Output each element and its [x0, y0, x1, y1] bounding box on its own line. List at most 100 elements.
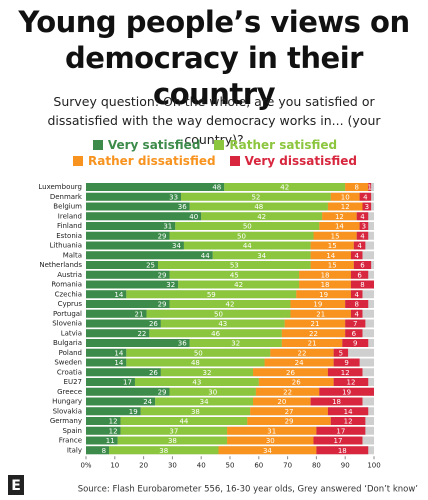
bar-segment — [319, 387, 374, 396]
bar-segment — [353, 241, 366, 250]
bar-segment — [327, 407, 369, 416]
bar-segment — [158, 261, 311, 269]
data-label: 15 — [328, 262, 337, 270]
data-label: 29 — [158, 232, 167, 240]
data-label: 11 — [106, 437, 115, 445]
data-label: 36 — [178, 203, 187, 211]
data-label: 32 — [166, 281, 175, 289]
y-tick-label: Lithuania — [50, 242, 82, 250]
bar-segment — [350, 280, 374, 289]
legend-entry: Rather dissatisfied — [73, 154, 216, 168]
bar-segment — [181, 192, 331, 201]
bar-segment — [319, 222, 360, 230]
bar-segment — [86, 446, 110, 455]
bar-segment — [86, 231, 170, 240]
y-tick-label: Cyprus — [58, 300, 83, 308]
bar-segment — [281, 339, 343, 347]
data-label: 12 — [341, 369, 350, 377]
data-label: 19 — [342, 388, 351, 396]
bar-segment — [296, 290, 351, 299]
y-tick-label: Bulgaria — [53, 339, 82, 347]
legend-label: Very satisfied — [107, 138, 201, 152]
chart-title: Young people’s views on democracy in the… — [18, 5, 410, 111]
data-label: 26 — [149, 369, 158, 377]
bar-segment — [86, 329, 150, 338]
bar-segment — [356, 212, 369, 221]
bar-segment — [126, 290, 297, 299]
bar-segment — [350, 270, 369, 279]
bar-segment — [345, 329, 363, 338]
data-label: 12 — [341, 203, 350, 211]
x-tick-label: 60 — [254, 461, 263, 469]
data-label: 14 — [344, 408, 353, 416]
data-label: 29 — [158, 388, 167, 396]
bar-segment — [175, 222, 320, 230]
data-label: 12 — [109, 427, 118, 435]
bar-segment — [224, 183, 346, 191]
bar-segment — [227, 426, 317, 435]
bar-segment — [310, 241, 354, 250]
data-label: 40 — [189, 213, 198, 221]
bar-segment — [169, 231, 314, 240]
source: Source: Flash Eurobarometer 556, 16-30 y… — [78, 485, 418, 495]
data-label: 46 — [211, 330, 220, 338]
x-tick-label: 80 — [312, 461, 321, 469]
data-label: 4 — [354, 252, 359, 260]
bar-segment — [330, 192, 360, 201]
bar-segment — [86, 183, 225, 191]
bar-segment — [250, 407, 328, 416]
y-tick-label: Austria — [57, 271, 82, 279]
bar-segment — [310, 261, 354, 269]
bar-segment — [345, 183, 369, 191]
data-label: 48 — [254, 203, 263, 211]
legend-swatch — [214, 140, 225, 150]
data-label: 44 — [201, 252, 210, 260]
bar-segment — [86, 348, 127, 357]
bar-segment — [310, 397, 363, 406]
y-tick-label: Netherlands — [39, 261, 82, 269]
bar-segment — [86, 436, 118, 445]
data-label: 43 — [218, 320, 227, 328]
bar-segment — [345, 300, 369, 308]
y-tick-label: Denmark — [50, 193, 83, 201]
x-tick-label: 30 — [168, 461, 177, 469]
bar-segment — [359, 222, 369, 230]
x-tick-label: 70 — [283, 461, 292, 469]
bar-segment — [169, 270, 300, 279]
data-label: 9 — [344, 359, 348, 367]
bar-segment — [109, 446, 219, 455]
bar-segment — [330, 417, 366, 425]
bar-segment — [155, 397, 254, 406]
data-label: 26 — [292, 379, 301, 387]
bar-segment — [253, 368, 328, 377]
bar-segment — [117, 436, 228, 445]
data-label: 12 — [346, 379, 355, 387]
logo: E — [8, 475, 24, 495]
bar-segment — [322, 212, 357, 221]
bar-segment — [86, 426, 121, 435]
data-label: 14 — [114, 291, 123, 299]
data-label: 38 — [191, 408, 200, 416]
bar-segment — [218, 446, 317, 455]
data-label: 9 — [353, 340, 357, 348]
data-label: 29 — [158, 271, 167, 279]
data-label: 43 — [192, 379, 201, 387]
data-label: 18 — [321, 271, 330, 279]
bar-segment — [227, 436, 314, 445]
data-label: 15 — [331, 232, 340, 240]
data-label: 18 — [321, 281, 330, 289]
data-label: 17 — [123, 379, 132, 387]
data-label: 50 — [243, 223, 252, 231]
data-label: 1 — [367, 184, 371, 192]
bar-segment — [86, 339, 190, 347]
data-label: 19 — [313, 301, 322, 309]
bar-segment — [313, 436, 363, 445]
data-label: 21 — [316, 310, 325, 318]
bar-segment — [333, 358, 360, 367]
data-label: 24 — [143, 398, 152, 406]
bar-segment — [255, 387, 320, 396]
y-tick-label: Latvia — [61, 329, 82, 337]
bar-segment — [350, 290, 363, 299]
